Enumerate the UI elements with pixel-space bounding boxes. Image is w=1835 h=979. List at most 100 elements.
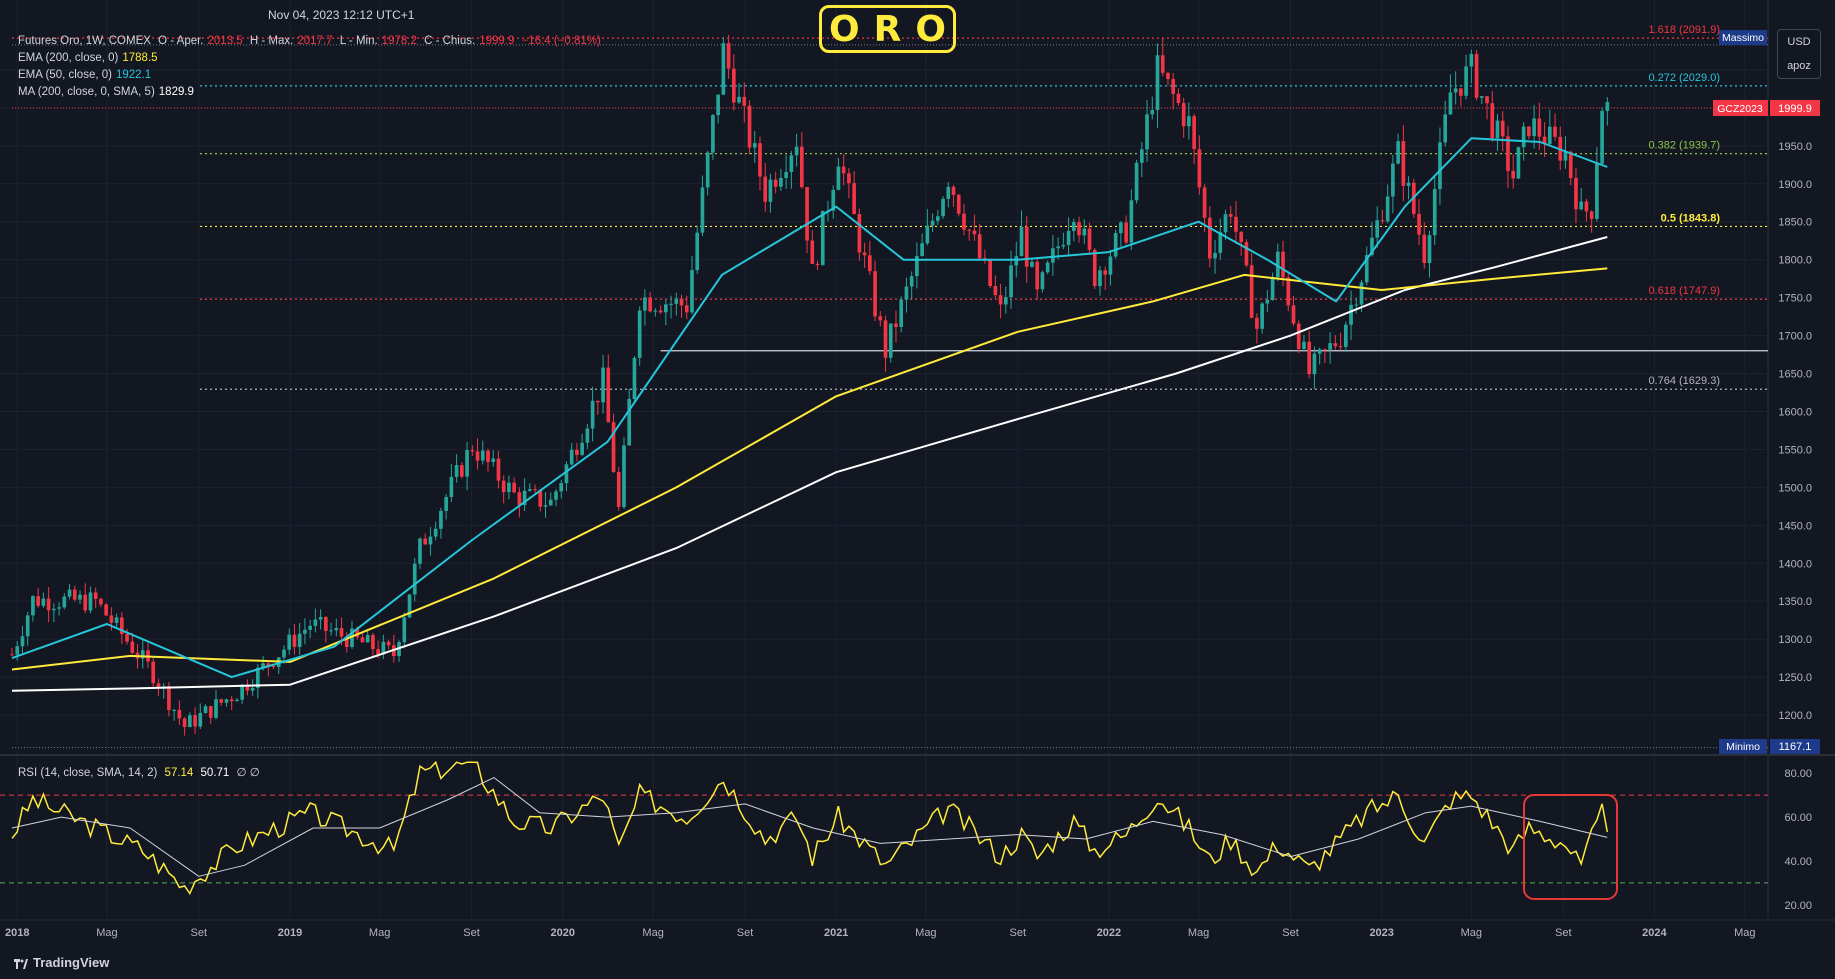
indicator-ma200[interactable]: MA (200, close, 0, SMA, 5) 1829.9 — [18, 86, 198, 98]
candle-body — [810, 240, 815, 264]
candle-body — [1333, 343, 1338, 347]
candle — [841, 154, 846, 186]
candle — [1296, 320, 1301, 354]
candle — [365, 628, 370, 643]
candle-body — [988, 259, 992, 286]
candle — [418, 537, 422, 569]
candle-body — [1234, 216, 1238, 232]
price-tick-label: 1900.0 — [1778, 179, 1812, 191]
candle-body — [1145, 114, 1149, 150]
candle-body — [449, 476, 454, 498]
candle — [805, 186, 809, 254]
candle — [297, 622, 302, 655]
rsi-legend[interactable]: RSI (14, close, SMA, 14, 2) 57.14 50.71 … — [18, 765, 264, 779]
min-price-tag — [1770, 739, 1820, 754]
candle-body — [423, 538, 428, 545]
candle-body — [1014, 256, 1019, 266]
candle — [679, 294, 684, 318]
current-symbol-tag — [1713, 99, 1768, 116]
fib-level-label: 1.618 (2091.9) — [1648, 24, 1720, 36]
candle — [1077, 216, 1081, 243]
indicator-label: MA (200, close, 0, SMA, 5) — [18, 86, 155, 98]
candle-body — [1547, 126, 1552, 144]
candle-body — [1506, 136, 1510, 171]
candle — [653, 308, 658, 317]
candle-body — [1129, 200, 1134, 243]
candle — [690, 255, 694, 315]
time-tick-label: Mag — [642, 927, 663, 939]
candle-body — [1150, 110, 1155, 115]
candle-body — [93, 592, 98, 599]
candle — [585, 424, 590, 450]
candle-body — [569, 449, 574, 465]
candle-body — [282, 649, 286, 658]
candle-body — [324, 617, 328, 631]
candle-body — [616, 471, 621, 507]
candle — [1391, 154, 1395, 214]
rsi-tick-label: 80.00 — [1784, 768, 1812, 780]
candle — [538, 488, 543, 512]
candle-body — [240, 684, 244, 700]
candle-body — [1009, 265, 1013, 298]
candle-body — [1281, 251, 1285, 278]
price-tick-label: 1600.0 — [1778, 406, 1812, 418]
candle-body — [1401, 141, 1406, 186]
candle — [240, 683, 244, 705]
candle — [198, 703, 203, 730]
candle — [1024, 216, 1029, 283]
candle — [580, 433, 584, 457]
candle — [946, 182, 951, 208]
candle-body — [245, 684, 250, 691]
candle-body — [1406, 182, 1411, 186]
candle — [1516, 146, 1521, 180]
fib-level-label: 0.5 (1843.8) — [1661, 212, 1721, 224]
currency-selector[interactable]: USD apoz — [1777, 29, 1821, 79]
candle — [1547, 109, 1552, 146]
candle — [820, 210, 825, 266]
candle-body — [188, 715, 192, 728]
time-tick-label: Set — [463, 927, 480, 939]
candle-body — [198, 712, 203, 727]
current-price-value: 1999.9 — [1778, 103, 1812, 115]
candle — [360, 633, 365, 643]
candle-body — [711, 115, 715, 153]
candle-body — [972, 230, 977, 235]
candle-body — [716, 94, 720, 116]
tradingview-brand[interactable]: TradingView — [14, 955, 109, 970]
candle-body — [1192, 116, 1196, 150]
candle-body — [1600, 110, 1604, 164]
candle-body — [1108, 256, 1113, 275]
candle-body — [177, 709, 182, 719]
candle — [1223, 209, 1228, 240]
candle-body — [768, 179, 773, 202]
candle — [250, 679, 255, 696]
candle-body — [836, 166, 841, 190]
indicator-ema200[interactable]: EMA (200, close, 0) 1788.5 — [18, 52, 162, 64]
symbol-line: Futures Oro, 1W, COMEX — [18, 35, 151, 47]
indicator-ema50[interactable]: EMA (50, close, 0) 1922.1 — [18, 69, 155, 81]
candle-body — [182, 718, 187, 728]
candle — [899, 296, 904, 333]
candle-body — [904, 286, 909, 300]
candle-body — [935, 216, 940, 221]
candle-body — [62, 596, 67, 608]
time-tick-label: Mag — [915, 927, 936, 939]
low-label: L - Min. — [339, 35, 378, 47]
candle — [575, 442, 579, 462]
candle-body — [1181, 103, 1186, 127]
indicator-label: EMA (200, close, 0) — [18, 52, 119, 64]
candle — [1087, 222, 1092, 255]
candle-body — [67, 589, 72, 597]
candle-body — [1244, 242, 1249, 266]
candle-body — [15, 646, 20, 655]
candle-body — [1098, 270, 1102, 287]
candle-body — [381, 641, 386, 655]
price-tick-label: 1550.0 — [1778, 444, 1812, 456]
candle-body — [543, 505, 548, 507]
candle — [1396, 133, 1400, 165]
candle — [794, 133, 799, 167]
candle — [88, 586, 93, 614]
candle-body — [1359, 282, 1364, 305]
candle-body — [1077, 222, 1081, 236]
candle-body — [1207, 217, 1212, 259]
